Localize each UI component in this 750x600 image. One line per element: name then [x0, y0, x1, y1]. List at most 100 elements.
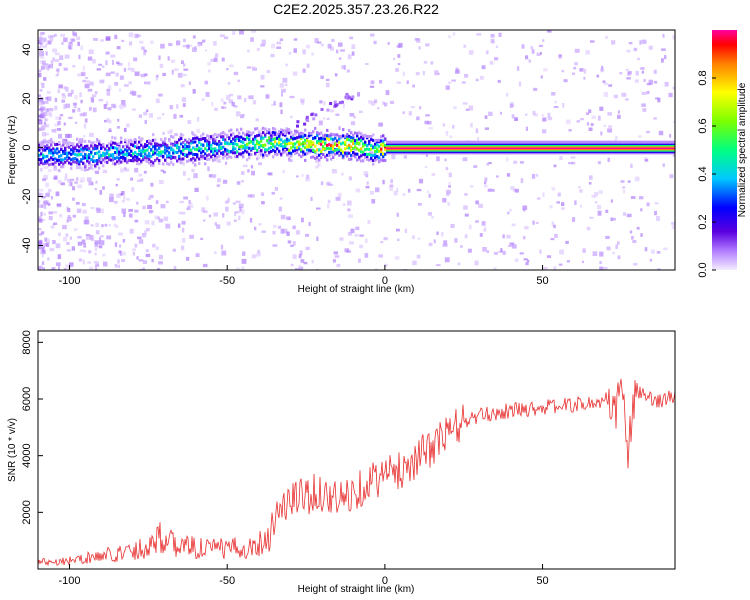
- spectrogram-ridge-cell: [370, 135, 373, 138]
- spectrogram-noise-cell: [44, 118, 49, 122]
- spectrogram-ridge-cell: [288, 138, 291, 142]
- spectrogram-noise-cell: [89, 132, 94, 137]
- spectrogram-noise-cell: [108, 85, 112, 91]
- spectrogram-noise-cell: [114, 225, 119, 228]
- spectrogram-noise-cell: [78, 258, 83, 262]
- spectrogram-ridge-cell: [286, 153, 289, 157]
- spectrogram-noise-cell: [64, 176, 68, 181]
- spectrogram-ridge-cell: [132, 143, 135, 147]
- spectrogram-ridge-cell: [200, 137, 203, 141]
- spectrogram-noise-cell: [615, 135, 618, 140]
- spectrogram-noise-cell: [65, 86, 69, 92]
- spectrogram-streak-cell: [303, 122, 307, 126]
- spectrogram-noise-cell: [255, 118, 259, 122]
- spectrogram-noise-cell: [236, 267, 240, 270]
- spectrogram-ridge-cell: [138, 146, 141, 150]
- spectrogram-ridge-cell: [202, 132, 205, 136]
- spectrogram-ridge-cell: [386, 140, 389, 144]
- spectrogram-noise-cell: [417, 237, 421, 240]
- spectrogram-noise-cell: [73, 103, 77, 109]
- spectrogram-ridge-cell: [198, 138, 201, 141]
- spectrogram-ridge-cell: [318, 141, 321, 145]
- spectrogram-ridge-cell: [116, 156, 119, 160]
- spectrogram-noise-cell: [139, 178, 144, 182]
- spectrogram-ridge-cell: [174, 155, 177, 159]
- spectrogram-noise-cell: [213, 56, 218, 60]
- spectrogram-ridge-cell: [224, 147, 227, 151]
- spectrogram-noise-cell: [128, 209, 133, 212]
- spectrogram-ridge-cell: [372, 133, 375, 137]
- spectrogram-ridge-cell: [230, 150, 233, 154]
- spectrogram-noise-cell: [416, 116, 420, 121]
- spectrogram-noise-cell: [150, 40, 154, 44]
- spectrogram-ridge-cell: [44, 145, 47, 149]
- spectrogram-ridge-cell: [136, 152, 139, 156]
- spectrogram-noise-cell: [351, 44, 356, 50]
- spectrogram-ridge-cell: [102, 164, 105, 168]
- spectrogram-noise-cell: [74, 228, 78, 232]
- spectrogram-noise-cell: [94, 91, 98, 94]
- spectrogram-ridge-cell: [42, 143, 45, 147]
- spectrogram-ridge-cell: [236, 150, 239, 154]
- spectrogram-ridge-cell: [344, 151, 347, 155]
- spectrogram-ridge-cell: [352, 142, 355, 145]
- spectrogram-ridge-cell: [308, 131, 311, 135]
- spectrogram-noise-cell: [40, 231, 45, 235]
- spectrogram-ridge-cell: [98, 150, 101, 154]
- spectrogram-ridge-cell: [334, 142, 337, 146]
- spectrogram-noise-cell: [664, 55, 667, 60]
- spectrogram-ridge-cell: [156, 142, 159, 146]
- spectrogram-ridge-cell: [564, 140, 567, 144]
- spectrogram-ridge-cell: [90, 158, 93, 161]
- spectrogram-noise-cell: [142, 205, 146, 210]
- spectrogram-noise-cell: [45, 182, 50, 188]
- spectrogram-ridge-cell: [208, 147, 211, 151]
- spectrogram-noise-cell: [38, 101, 43, 106]
- spectrogram-noise-cell: [479, 233, 483, 237]
- spectrogram-ridge-cell: [186, 159, 189, 163]
- spectrogram-ridge-cell: [244, 149, 247, 153]
- spectrogram-noise-cell: [43, 64, 48, 70]
- spectrogram-noise-cell: [384, 102, 388, 107]
- spectrogram-noise-cell: [40, 42, 44, 45]
- spectrogram-noise-cell: [41, 254, 44, 258]
- spectrogram-noise-cell: [72, 186, 76, 191]
- spectrogram-noise-cell: [319, 100, 323, 104]
- spectrogram-noise-cell: [61, 42, 64, 45]
- spectrogram-ridge-cell: [238, 131, 241, 135]
- spectrogram-ridge-cell: [284, 142, 287, 146]
- spectrogram-noise-cell: [119, 193, 123, 196]
- spectrogram-noise-cell: [651, 249, 655, 254]
- spectrogram-ridge-cell: [262, 126, 265, 130]
- spectrogram-ridge-cell: [418, 140, 421, 144]
- spectrogram-ridge-cell: [404, 140, 407, 144]
- spectrogram-ridge-cell: [372, 162, 375, 166]
- spectrogram-noise-cell: [446, 193, 450, 197]
- spectrogram-noise-cell: [416, 254, 421, 259]
- spectrogram-noise-cell: [60, 182, 65, 186]
- spectrogram-streak-cell: [320, 108, 324, 111]
- spectrogram-noise-cell: [192, 89, 196, 94]
- colorbar-tick-label: 0.0: [697, 262, 709, 277]
- spectrogram-ridge-cell: [230, 133, 233, 137]
- spectrogram-noise-cell: [163, 216, 169, 222]
- spectrogram-noise-cell: [225, 206, 229, 212]
- spectrogram-noise-cell: [588, 127, 593, 132]
- spectrogram-noise-cell: [240, 114, 245, 119]
- spectrogram-noise-cell: [260, 74, 265, 80]
- spectrogram-noise-cell: [535, 173, 539, 177]
- spectrogram-ridge-cell: [122, 159, 125, 163]
- spectrogram-ridge-cell: [584, 140, 587, 144]
- spectrogram-ridge-cell: [142, 145, 145, 149]
- spectrogram-noise-cell: [125, 158, 129, 161]
- spectrogram-ridge-cell: [300, 135, 303, 139]
- spectrogram-ridge-cell: [380, 158, 383, 162]
- spectrogram-ridge-cell: [140, 139, 143, 143]
- spectrogram-ridge-cell: [656, 140, 659, 144]
- spectrogram-noise-cell: [115, 72, 119, 77]
- spectrogram-ridge-cell: [364, 152, 367, 156]
- spectrogram-noise-cell: [139, 137, 144, 141]
- spectrogram-ridge-cell: [192, 156, 195, 160]
- spectrogram-noise-cell: [84, 216, 89, 222]
- spectrogram-noise-cell: [188, 200, 191, 205]
